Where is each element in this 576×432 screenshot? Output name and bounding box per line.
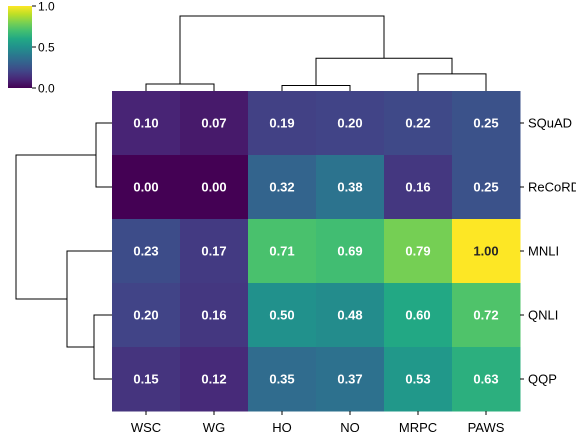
cell-value-label: 0.12 (201, 372, 226, 387)
heatmap-cell-record-wsc (112, 155, 181, 220)
row-dendrogram-link-2 (93, 314, 112, 380)
row-dendrogram-link-4 (15, 154, 96, 300)
heatmap-cell-qqp-paws (452, 347, 521, 412)
heatmap-cell-qqp-wg (180, 347, 249, 412)
heatmap-cell-squad-hq (248, 91, 317, 156)
y-tick-label-record: ReCoRD (528, 180, 576, 195)
cell-value-label: 0.17 (201, 244, 226, 259)
heatmap-cell-qqp-mrpc (384, 347, 453, 412)
colorbar: 0.0 0.5 1.0 (8, 0, 55, 96)
heatmap-cell-qqp-hq (248, 347, 317, 412)
cell-value-label: 0.60 (405, 308, 430, 323)
y-axis-tick-labels: SQuAD ReCoRD MNLI QNLI QQP (520, 116, 576, 387)
cell-value-label: 0.48 (337, 308, 362, 323)
cell-value-label: 0.63 (473, 372, 498, 387)
cell-value-label: 0.19 (269, 116, 294, 131)
column-dendrogram-link-3 (417, 73, 487, 91)
x-axis-tick-labels: WSC WG HQ NQ MRPC PAWS (131, 411, 505, 432)
heatmap-cell-record-wg (180, 155, 249, 220)
x-tick-label-mrpc: MRPC (399, 420, 437, 432)
colorbar-tick-label: 0.5 (38, 41, 55, 55)
cell-value-label: 0.38 (337, 180, 362, 195)
heatmap-cell-qqp-wsc (112, 347, 181, 412)
row-dendrogram-link-3 (66, 250, 112, 348)
cell-value-label: 0.10 (133, 116, 158, 131)
column-dendrogram-link-4 (315, 57, 453, 86)
column-dendrogram-link-1 (145, 83, 215, 91)
cell-value-label: 0.22 (405, 116, 430, 131)
heatmap-cell-squad-mrpc (384, 91, 453, 156)
heatmap-cell-squad-wg (180, 91, 249, 156)
heatmap-cell-record-paws (452, 155, 521, 220)
heatmap-cell-mnli-hq (248, 219, 317, 284)
cell-value-label: 0.37 (337, 372, 362, 387)
heatmap-cell-record-nq (316, 155, 385, 220)
y-tick-label-squad: SQuAD (528, 116, 572, 131)
cell-value-label: 0.35 (269, 372, 294, 387)
colorbar-tick-label: 0.0 (38, 82, 55, 96)
cell-value-label: 0.69 (337, 244, 362, 259)
heatmap-cell-qnli-paws (452, 283, 521, 348)
y-tick-label-mnli: MNLI (528, 244, 559, 259)
row-dendrogram-link-1 (95, 122, 112, 188)
heatmap-cell-record-mrpc (384, 155, 453, 220)
cell-value-label: 0.00 (201, 180, 226, 195)
heatmap-cell-mnli-mrpc (384, 219, 453, 284)
cell-value-label: 0.00 (133, 180, 158, 195)
column-dendrogram (145, 15, 487, 91)
cell-value-label: 0.25 (473, 116, 498, 131)
cell-value-label: 0.20 (133, 308, 158, 323)
x-tick-label-hq: HQ (272, 420, 292, 432)
cell-value-label: 0.23 (133, 244, 158, 259)
cell-value-label: 0.72 (473, 308, 498, 323)
cell-value-label: 0.16 (201, 308, 226, 323)
colorbar-tick-label: 1.0 (38, 0, 55, 14)
heatmap-cell-qqp-nq (316, 347, 385, 412)
column-dendrogram-link-5 (179, 15, 385, 84)
heatmap-cell-squad-paws (452, 91, 521, 156)
cell-value-label: 0.07 (201, 116, 226, 131)
heatmap-grid: 0.10 0.07 0.19 0.20 0.22 0.25 0.00 0.00 0.32 0.38… (112, 91, 521, 412)
cell-value-label: 1.00 (473, 244, 498, 259)
heatmap-cell-qnli-hq (248, 283, 317, 348)
x-tick-label-nq: NQ (340, 420, 360, 432)
heatmap-cell-mnli-wsc (112, 219, 181, 284)
colorbar-gradient (8, 6, 32, 88)
cell-value-label: 0.16 (405, 180, 430, 195)
cell-value-label: 0.15 (133, 372, 158, 387)
row-dendrogram (15, 122, 112, 380)
cell-value-label: 0.79 (405, 244, 430, 259)
heatmap-cell-qnli-wsc (112, 283, 181, 348)
cell-value-label: 0.25 (473, 180, 498, 195)
cell-value-label: 0.71 (269, 244, 294, 259)
cell-value-label: 0.32 (269, 180, 294, 195)
column-dendrogram-link-2 (281, 85, 351, 91)
heatmap-cell-qnli-wg (180, 283, 249, 348)
cell-value-label: 0.53 (405, 372, 430, 387)
heatmap-cell-mnli-paws (452, 219, 521, 284)
heatmap-cell-qnli-mrpc (384, 283, 453, 348)
y-tick-label-qqp: QQP (528, 372, 557, 387)
heatmap-cell-qnli-nq (316, 283, 385, 348)
x-tick-label-wg: WG (203, 420, 225, 432)
x-tick-label-paws: PAWS (468, 420, 505, 432)
heatmap-cell-mnli-wg (180, 219, 249, 284)
heatmap-cell-mnli-nq (316, 219, 385, 284)
cell-value-label: 0.50 (269, 308, 294, 323)
x-tick-label-wsc: WSC (131, 420, 161, 432)
cell-value-label: 0.20 (337, 116, 362, 131)
heatmap-cell-squad-wsc (112, 91, 181, 156)
heatmap-cell-record-hq (248, 155, 317, 220)
y-tick-label-qnli: QNLI (528, 308, 558, 323)
heatmap-cell-squad-nq (316, 91, 385, 156)
